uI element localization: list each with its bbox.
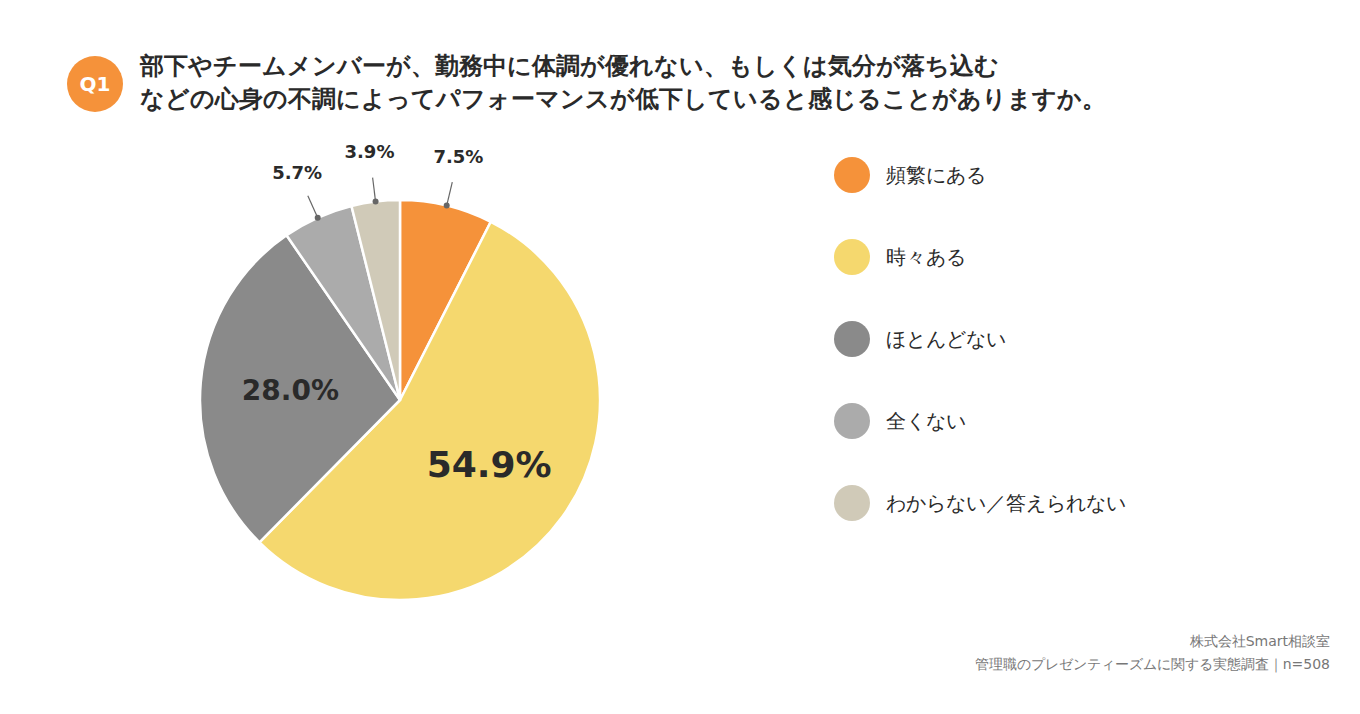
- slice: [351, 200, 400, 400]
- legend-label: ほとんどない: [886, 327, 1006, 351]
- legend-item: ほとんどない: [834, 321, 1006, 357]
- badge-circle: [67, 56, 123, 112]
- legend-item: 全くない: [834, 403, 966, 439]
- legend: 頻繁にある時々あるほとんどない全くないわからない／答えられない: [834, 157, 1126, 521]
- legend-label: 全くない: [886, 409, 966, 433]
- data-label: 5.7%: [272, 162, 322, 183]
- footer: 株式会社Smart相談室管理職のプレゼンティーズムに関する実態調査｜n=508: [975, 633, 1330, 673]
- title-line: などの心身の不調によってパフォーマンスが低下していると感じることがありますか。: [140, 85, 1106, 113]
- legend-swatch: [834, 157, 870, 193]
- pie: [200, 200, 600, 600]
- legend-label: 頻繁にある: [886, 163, 986, 187]
- legend-item: 時々ある: [834, 239, 966, 275]
- legend-item: わからない／答えられない: [834, 485, 1126, 521]
- title: 部下やチームメンバーが、勤務中に体調が優れない、もしくは気分が落ち込むなどの心身…: [139, 52, 1106, 113]
- badge: Q1: [67, 56, 123, 112]
- badge-label: Q1: [80, 72, 111, 96]
- leader-dot: [315, 215, 321, 221]
- legend-label: 時々ある: [886, 245, 966, 269]
- legend-swatch: [834, 485, 870, 521]
- legend-swatch: [834, 321, 870, 357]
- title-line: 部下やチームメンバーが、勤務中に体調が優れない、もしくは気分が落ち込む: [139, 52, 999, 80]
- legend-swatch: [834, 403, 870, 439]
- footer-text: 株式会社Smart相談室: [1189, 633, 1330, 649]
- legend-swatch: [834, 239, 870, 275]
- legend-label: わからない／答えられない: [886, 491, 1126, 515]
- footer-text: 管理職のプレゼンティーズムに関する実態調査｜n=508: [975, 656, 1330, 673]
- leader-line: [373, 178, 376, 202]
- leader-line: [447, 182, 453, 205]
- data-label: 3.9%: [344, 141, 394, 162]
- legend-item: 頻繁にある: [834, 157, 986, 193]
- data-label: 28.0%: [242, 374, 339, 407]
- data-label: 7.5%: [433, 146, 483, 167]
- leader-line: [308, 196, 318, 218]
- data-label: 54.9%: [427, 444, 552, 485]
- chart: Q1 部下やチームメンバーが、勤務中に体調が優れない、もしくは気分が落ち込むなどの…: [0, 0, 1360, 714]
- data-labels: 7.5% 54.9% 28.0% 5.7% 3.9%: [242, 141, 552, 485]
